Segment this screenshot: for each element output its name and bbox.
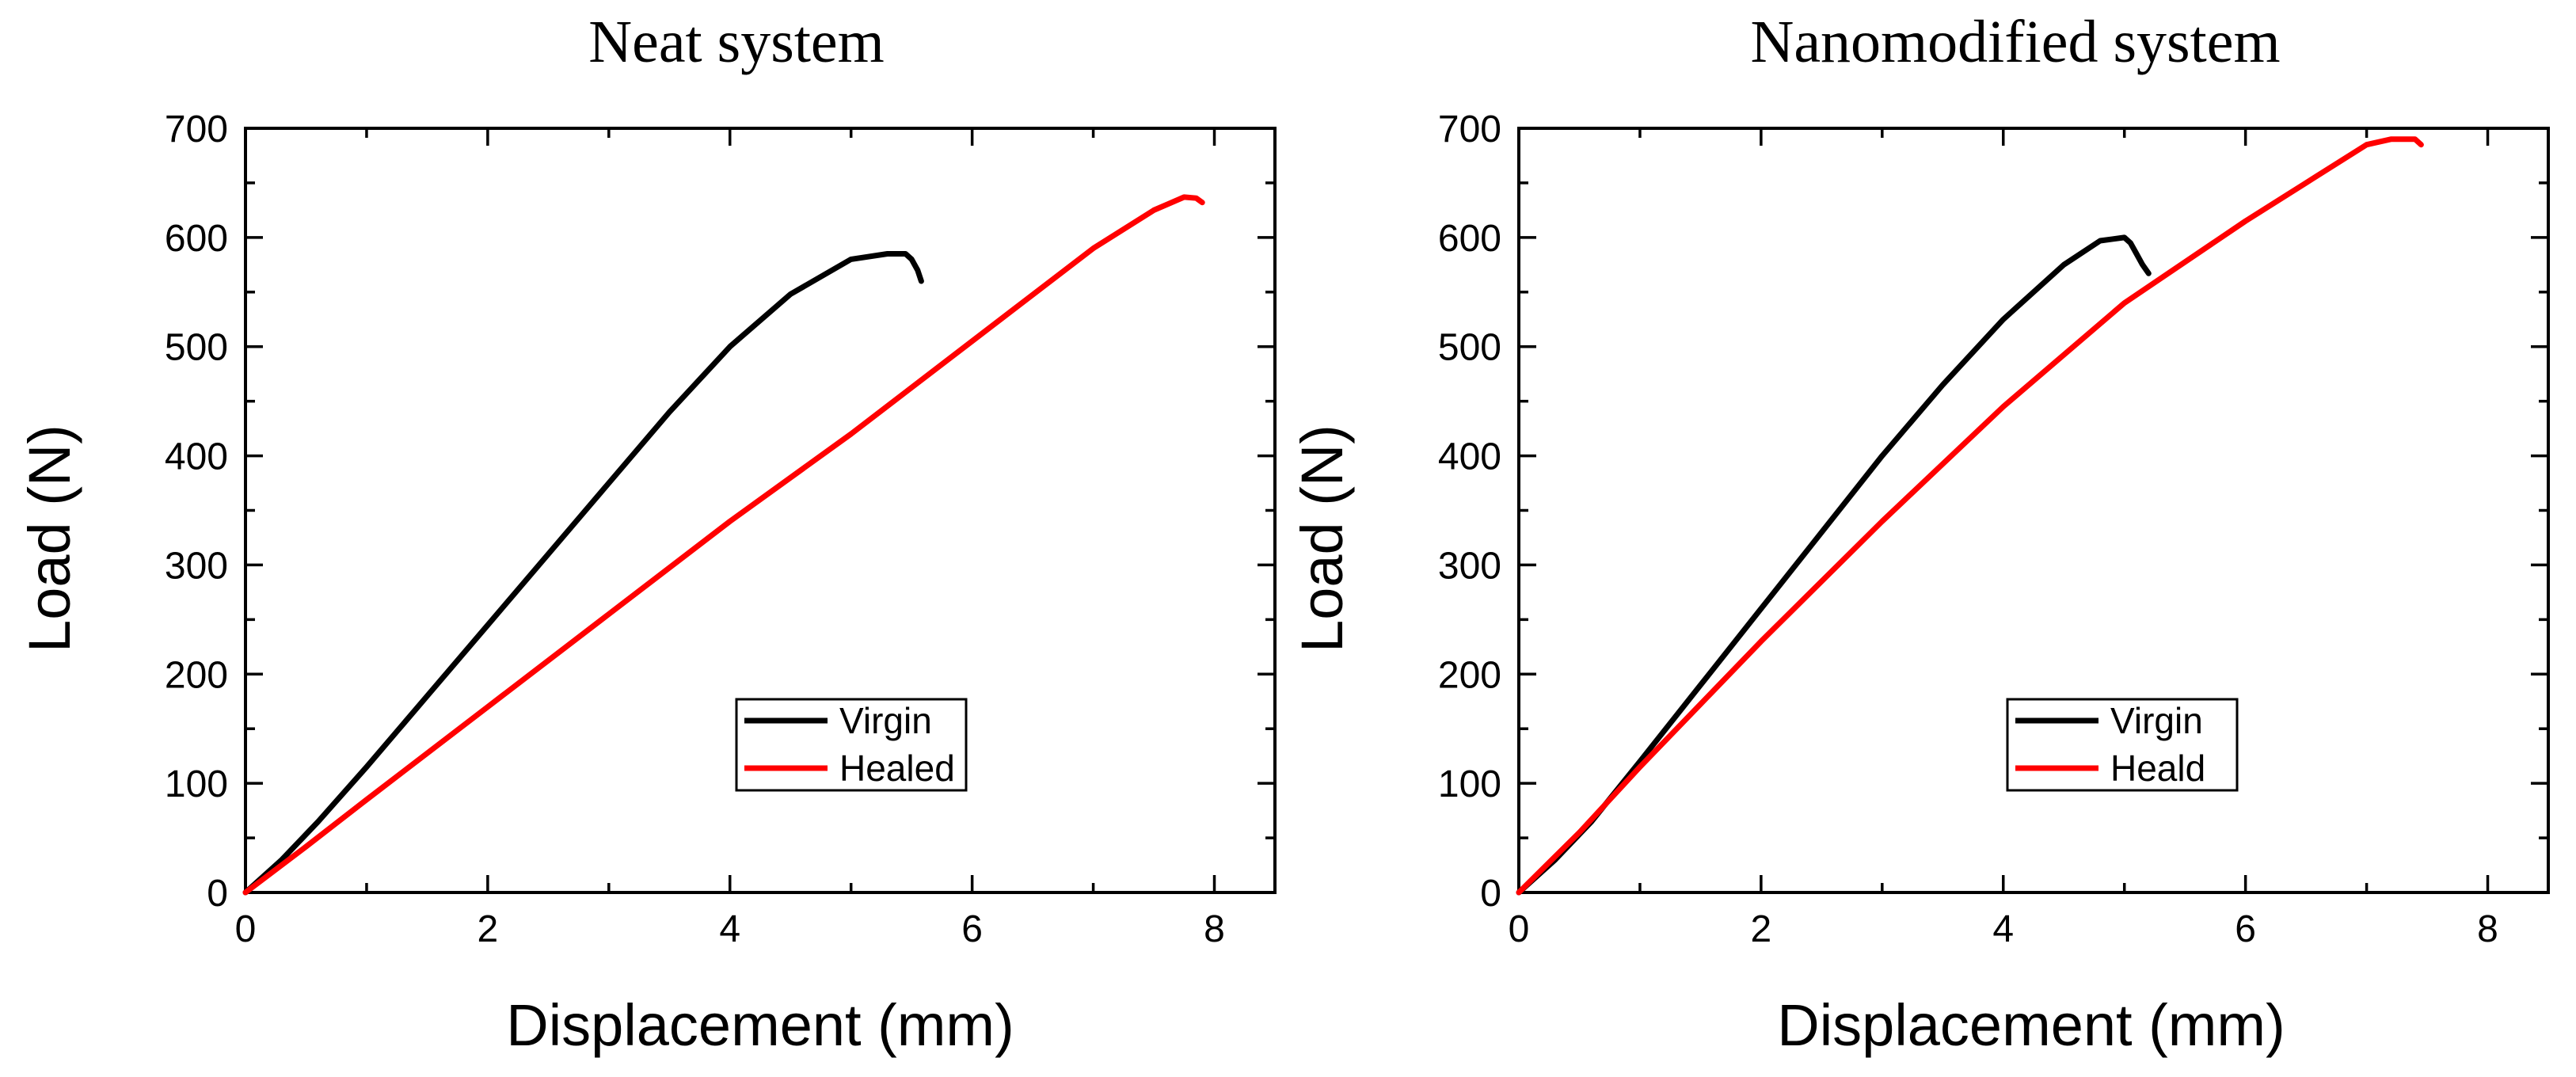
chart-neat-system: Neat system Load (N) Displacement (mm) 0… — [17, 9, 1277, 1058]
series-line-heald — [1516, 136, 2424, 896]
y-axis-label: Load (N) — [1289, 424, 1355, 653]
chart-title: Nanomodified system — [1750, 9, 2280, 75]
y-tick-label: 200 — [1438, 654, 1501, 696]
x-tick-label: 2 — [478, 908, 499, 950]
x-axis-label: Displacement (mm) — [506, 992, 1014, 1058]
legend-label-healed: Healed — [839, 748, 955, 789]
x-tick-label: 4 — [1992, 908, 2014, 950]
chart-title: Neat system — [588, 9, 885, 75]
y-tick-label: 200 — [165, 654, 228, 696]
x-tick-label: 0 — [235, 908, 257, 950]
y-tick-label: 300 — [1438, 545, 1501, 587]
y-tick-label: 500 — [165, 327, 228, 369]
series-line-healed — [242, 194, 1205, 896]
y-tick-label: 100 — [1438, 763, 1501, 805]
legend: Virgin Healed — [735, 698, 968, 792]
y-tick-label: 700 — [165, 108, 228, 150]
y-tick-label: 700 — [1438, 108, 1501, 150]
y-tick-label: 400 — [1438, 436, 1501, 478]
x-tick-label: 0 — [1509, 908, 1530, 950]
legend-label-virgin: Virgin — [2110, 700, 2203, 741]
y-tick-label: 300 — [165, 545, 228, 587]
y-tick-label: 600 — [1438, 218, 1501, 260]
y-tick-label: 0 — [1480, 873, 1501, 915]
legend-box — [735, 698, 968, 792]
x-axis-label: Displacement (mm) — [1777, 992, 2285, 1058]
legend-label-virgin: Virgin — [839, 700, 932, 741]
x-tick-label: 4 — [719, 908, 740, 950]
x-tick-label: 6 — [2235, 908, 2256, 950]
y-tick-label: 500 — [1438, 327, 1501, 369]
x-tick-label: 2 — [1751, 908, 1772, 950]
legend: Virgin Heald — [2006, 698, 2239, 792]
legend-box — [2006, 698, 2239, 792]
y-axis-label: Load (N) — [17, 424, 82, 653]
y-tick-label: 600 — [165, 218, 228, 260]
x-tick-label: 6 — [961, 908, 983, 950]
legend-label-heald: Heald — [2110, 748, 2205, 789]
chart-nanomodified-system: Nanomodified system Load (N) Displacemen… — [1289, 9, 2550, 1058]
y-tick-label: 100 — [165, 763, 228, 805]
x-tick-label: 8 — [1204, 908, 1225, 950]
x-tick-label: 8 — [2477, 908, 2498, 950]
y-tick-label: 0 — [207, 873, 228, 915]
y-tick-label: 400 — [165, 436, 228, 478]
series-line-virgin — [242, 251, 924, 896]
